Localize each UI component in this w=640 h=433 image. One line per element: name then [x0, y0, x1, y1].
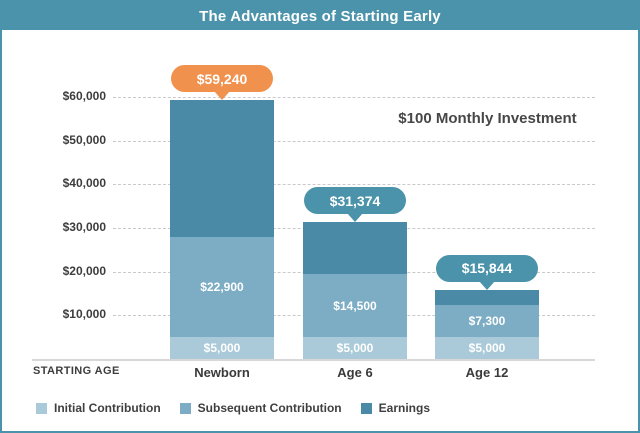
y-tick-label: $40,000 [62, 176, 106, 191]
legend-swatch-subsequent-icon [179, 402, 191, 414]
legend-swatch-initial-icon [36, 402, 47, 414]
legend-item-initial: Initial Contribution [36, 401, 161, 415]
legend-label-earnings: Earnings [378, 401, 430, 415]
bar-segment-initial-contribution: $5,000 [170, 337, 274, 359]
bar-segment-initial-contribution: $5,000 [303, 337, 407, 359]
legend-swatch-earnings-icon [360, 402, 372, 414]
y-tick-label: $30,000 [62, 220, 106, 234]
gridline [113, 140, 595, 142]
category-label: Age 12 [465, 365, 509, 380]
chart-title: The Advantages of Starting Early [199, 7, 441, 25]
total-callout: $31,374 [304, 187, 406, 222]
bar-segment-subsequent-contribution: $22,900 [170, 237, 274, 338]
stacked-bar-newborn: $22,900 $5,000 [170, 100, 274, 359]
legend-item-subsequent: Subsequent Contribution [179, 401, 342, 415]
stacked-bar-age-12: $7,300 $5,000 [435, 289, 539, 359]
bar-segment-initial-contribution: $5,000 [435, 337, 539, 359]
bar-segment-earnings [303, 222, 407, 274]
legend: Initial Contribution Subsequent Contribu… [36, 401, 430, 415]
y-tick-label: $50,000 [62, 132, 106, 147]
gridline [113, 184, 595, 186]
total-callout: $15,844 [436, 254, 538, 290]
x-axis-title: STARTING AGE [33, 365, 120, 377]
stacked-bar-age-6: $14,500 $5,000 [303, 222, 407, 359]
chart-subtitle: $100 Monthly Investment [398, 110, 577, 127]
category-label: Newborn [194, 365, 250, 380]
bar-segment-earnings [435, 289, 539, 306]
total-callout: $59,240 [171, 65, 273, 101]
bar-segment-subsequent-contribution: $7,300 [435, 305, 539, 338]
legend-item-earnings: Earnings [360, 401, 430, 415]
gridline [113, 97, 595, 98]
callout-pointer-icon [214, 91, 230, 101]
y-tick-label: $20,000 [62, 263, 106, 278]
title-bar: The Advantages of Starting Early [2, 2, 638, 30]
bar-segment-earnings [170, 100, 274, 238]
y-tick-label: $60,000 [62, 89, 106, 103]
legend-label-subsequent: Subsequent Contribution [197, 401, 342, 415]
bar-segment-subsequent-contribution: $14,500 [303, 273, 407, 338]
x-axis-line [32, 359, 595, 361]
callout-pointer-icon [479, 280, 495, 290]
callout-pointer-icon [347, 213, 363, 222]
legend-label-initial: Initial Contribution [54, 401, 161, 415]
category-label: Age 6 [337, 365, 373, 380]
y-tick-label: $10,000 [62, 307, 106, 322]
